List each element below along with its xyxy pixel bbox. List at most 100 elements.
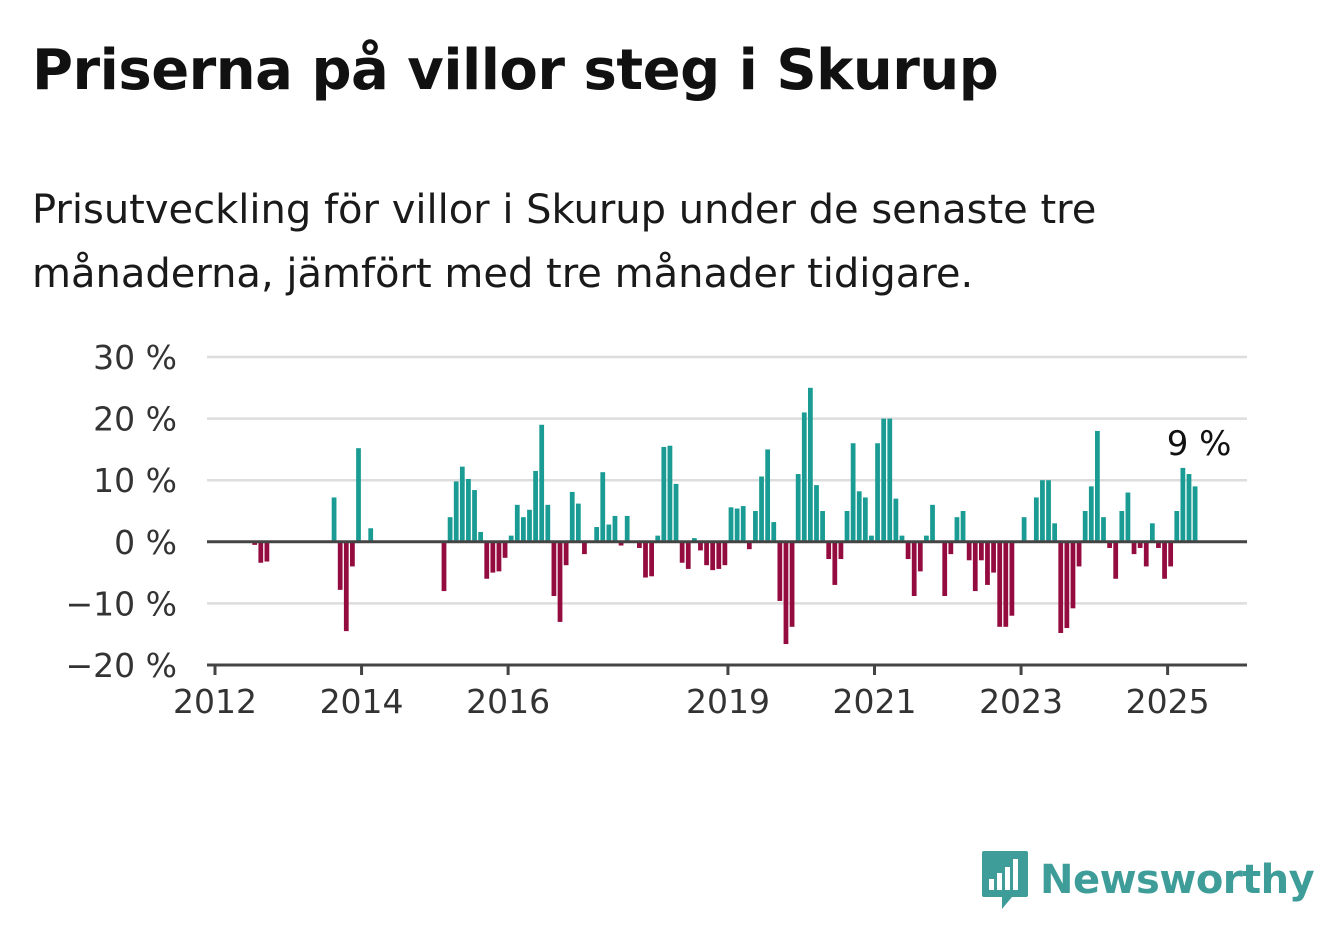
bar-2022-08 xyxy=(991,541,996,573)
bar-2016-10 xyxy=(563,541,569,566)
bar-2016-03 xyxy=(520,517,526,542)
brand-name: Newsworthy xyxy=(1040,857,1315,903)
y-tick-label: 10 % xyxy=(93,461,177,500)
bar-2023-07 xyxy=(1058,541,1064,633)
bar-2017-01 xyxy=(582,541,587,555)
bar-2016-05 xyxy=(533,470,538,542)
bar-2018-04 xyxy=(673,483,679,542)
bar-2016-04 xyxy=(527,509,532,542)
bar-2022-07 xyxy=(985,541,990,585)
bar-2019-03 xyxy=(740,506,746,542)
bar-2020-01 xyxy=(801,412,807,542)
bar-2018-10 xyxy=(710,541,716,571)
bar-2017-07 xyxy=(618,541,624,546)
bar-2024-11 xyxy=(1156,541,1161,548)
bar-2012-07 xyxy=(252,541,258,545)
bar-2020-09 xyxy=(850,443,856,542)
bar-2018-12 xyxy=(722,541,728,566)
x-tick-label: 2012 xyxy=(173,682,257,721)
x-tick-label: 2014 xyxy=(320,682,404,721)
chart-title: Priserna på villor steg i Skurup xyxy=(32,38,999,103)
bar-2017-06 xyxy=(612,515,618,542)
bar-2019-12 xyxy=(795,474,801,542)
bar-2019-04 xyxy=(746,541,752,550)
bar-2016-01 xyxy=(508,535,514,542)
bar-2020-11 xyxy=(862,497,868,542)
bar-2024-10 xyxy=(1149,523,1155,542)
bar-2019-02 xyxy=(734,508,740,542)
bar-2017-03 xyxy=(594,527,600,542)
bar-2019-09 xyxy=(777,541,783,601)
bar-2020-05 xyxy=(826,541,832,560)
bar-2021-10 xyxy=(930,504,935,542)
latest-value-annotation: 9 % xyxy=(1167,424,1232,464)
bar-2015-06 xyxy=(466,478,471,542)
bar-2021-12 xyxy=(942,541,948,597)
bar-2021-01 xyxy=(875,443,880,542)
bar-2022-04 xyxy=(966,541,972,561)
bar-2015-08 xyxy=(478,531,484,542)
newsworthy-brand[interactable]: Newsworthy xyxy=(980,848,1315,912)
bar-2019-07 xyxy=(765,449,771,542)
bar-2024-02 xyxy=(1101,517,1106,542)
bar-2024-04 xyxy=(1113,541,1119,579)
bar-2024-12 xyxy=(1162,541,1167,579)
bar-2023-01 xyxy=(1021,517,1027,542)
bar-2016-09 xyxy=(557,541,563,622)
bar-2017-04 xyxy=(600,472,606,542)
axes xyxy=(207,540,1247,675)
bar-2016-02 xyxy=(514,504,520,542)
bar-2015-07 xyxy=(472,490,477,542)
bar-2018-03 xyxy=(667,445,673,542)
bar-2020-08 xyxy=(844,511,850,542)
bar-2023-06 xyxy=(1052,523,1058,542)
bar-2025-01 xyxy=(1168,541,1174,567)
bar-2024-01 xyxy=(1095,430,1100,542)
bar-2015-10 xyxy=(490,541,496,573)
bar-2022-05 xyxy=(972,541,978,592)
bar-2018-06 xyxy=(685,541,691,569)
bar-2023-09 xyxy=(1070,541,1076,609)
bar-2012-09 xyxy=(264,541,270,562)
bar-2016-08 xyxy=(551,541,557,597)
bar-2020-02 xyxy=(808,387,813,542)
x-tick-label: 2019 xyxy=(686,682,770,721)
x-tick-label: 2025 xyxy=(1126,682,1210,721)
bar-2017-10 xyxy=(637,541,642,548)
bar-2016-06 xyxy=(539,424,545,542)
bar-2015-02 xyxy=(441,541,447,592)
tick-labels: 30 % 20 % 10 % 0 % −10 % −20 %2012 2014 2016 201… xyxy=(66,338,1210,721)
bar-2024-07 xyxy=(1131,541,1137,555)
bar-2021-05 xyxy=(899,535,905,542)
bar-2021-06 xyxy=(905,541,911,560)
bar-2021-08 xyxy=(917,541,923,572)
bar-2022-09 xyxy=(997,541,1003,627)
bar-2018-02 xyxy=(661,446,667,542)
bar-2024-09 xyxy=(1143,541,1149,567)
bar-2022-01 xyxy=(948,541,954,555)
bar-chart: 30 % 20 % 10 % 0 % −10 % −20 %2012 2014 2016 201… xyxy=(66,338,1247,721)
bar-2023-04 xyxy=(1040,480,1045,542)
bar-2018-11 xyxy=(716,541,722,569)
bar-2021-07 xyxy=(911,541,917,597)
y-tick-label: 0 % xyxy=(114,523,177,562)
bar-2013-12 xyxy=(356,448,361,542)
y-tick-label: −20 % xyxy=(66,646,178,685)
bar-2025-04 xyxy=(1186,474,1192,542)
bar-2019-11 xyxy=(789,541,795,627)
bar-2024-08 xyxy=(1137,541,1143,548)
bar-2019-01 xyxy=(728,507,734,542)
bar-2016-07 xyxy=(545,504,551,542)
bar-2016-11 xyxy=(569,491,575,542)
bar-2023-05 xyxy=(1046,480,1051,542)
x-tick-label: 2021 xyxy=(833,682,917,721)
bar-2020-03 xyxy=(814,485,819,542)
bar-2022-02 xyxy=(954,517,960,542)
bar-2024-06 xyxy=(1125,492,1131,542)
bar-2015-09 xyxy=(484,541,490,579)
bar-2013-11 xyxy=(350,541,355,567)
bar-2022-10 xyxy=(1003,541,1009,627)
bar-2016-12 xyxy=(575,503,581,542)
bar-2013-09 xyxy=(337,541,343,590)
bars xyxy=(252,387,1198,645)
